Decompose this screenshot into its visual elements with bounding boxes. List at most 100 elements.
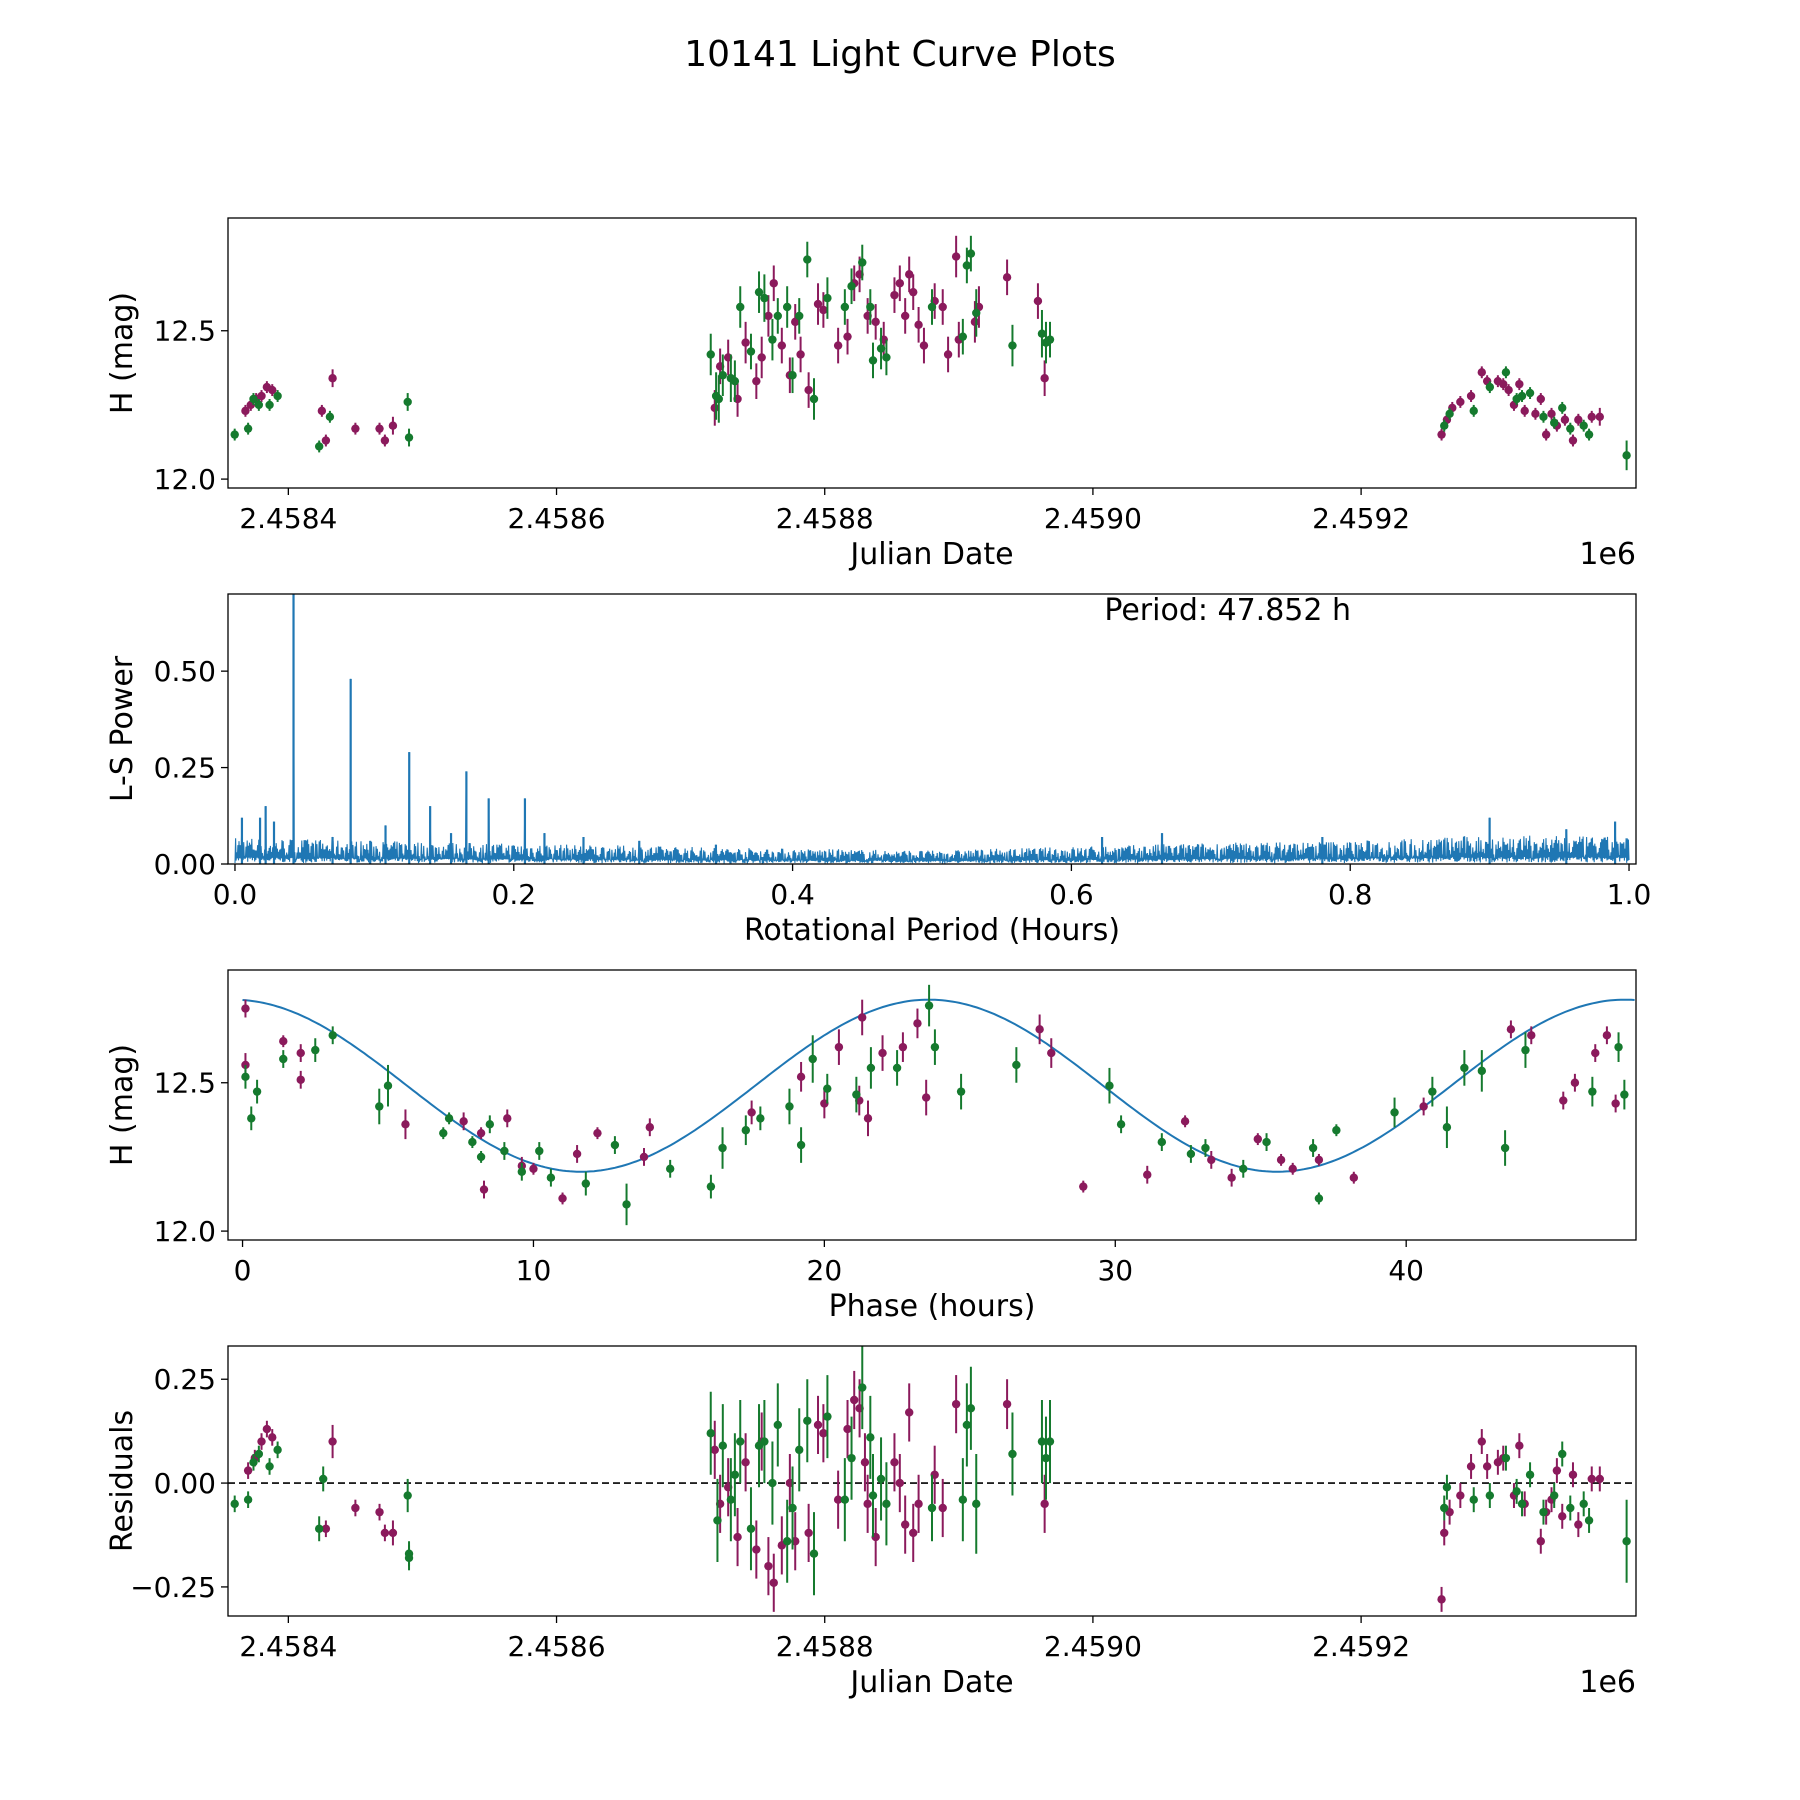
data-point bbox=[388, 1528, 398, 1538]
x-tick-label: 2.4592 bbox=[1312, 502, 1410, 535]
data-point bbox=[1442, 1123, 1452, 1132]
data-point bbox=[843, 1424, 852, 1434]
data-point bbox=[1442, 1483, 1452, 1492]
data-point bbox=[1584, 1516, 1594, 1525]
data-point bbox=[375, 1102, 384, 1111]
data-point bbox=[752, 1545, 761, 1554]
data-point bbox=[468, 1137, 477, 1147]
data-point bbox=[1040, 1499, 1049, 1509]
data-point bbox=[1560, 415, 1570, 424]
data-point bbox=[503, 1114, 512, 1123]
data-point bbox=[706, 1182, 716, 1191]
data-point bbox=[1504, 385, 1513, 395]
data-point bbox=[833, 341, 843, 350]
data-point bbox=[921, 1093, 931, 1102]
data-point bbox=[962, 1420, 972, 1430]
data-point bbox=[892, 1063, 902, 1073]
y-tick-label: 12.5 bbox=[154, 1067, 216, 1100]
x-tick-label: 2.4588 bbox=[776, 1630, 874, 1663]
data-point bbox=[958, 1495, 968, 1504]
axes-frame bbox=[227, 593, 1637, 865]
data-point bbox=[746, 347, 756, 356]
data-point bbox=[252, 1087, 262, 1096]
data-point bbox=[746, 1524, 756, 1533]
y-tick-label: 0.00 bbox=[154, 848, 216, 881]
data-point bbox=[296, 1075, 305, 1084]
data-point bbox=[1008, 341, 1017, 350]
period-annotation: Period: 47.852 h bbox=[1104, 593, 1351, 628]
data-point bbox=[1033, 296, 1043, 306]
data-point bbox=[905, 1408, 914, 1417]
data-point bbox=[900, 311, 910, 321]
data-point bbox=[757, 353, 766, 362]
y-tick-label: 0.25 bbox=[154, 752, 216, 785]
data-point bbox=[804, 1528, 813, 1538]
x-tick-label: 0.4 bbox=[770, 878, 815, 911]
data-point bbox=[726, 1495, 736, 1504]
data-point bbox=[847, 1453, 856, 1463]
data-point bbox=[403, 1491, 412, 1500]
axis-offset-label: 1e6 bbox=[1579, 1665, 1636, 1700]
x-tick-label: 2.4584 bbox=[239, 502, 337, 535]
data-point bbox=[383, 1081, 393, 1090]
data-point bbox=[1157, 1137, 1167, 1147]
data-point bbox=[1469, 1495, 1478, 1504]
data-point bbox=[1574, 415, 1583, 424]
data-point bbox=[858, 1383, 867, 1392]
data-point bbox=[1587, 1474, 1596, 1484]
data-point bbox=[718, 1441, 728, 1450]
data-point bbox=[860, 1458, 870, 1467]
axis-offset-label: 1e6 bbox=[1579, 537, 1636, 572]
data-point bbox=[1579, 421, 1588, 430]
data-point bbox=[796, 1072, 806, 1082]
data-point bbox=[1440, 1528, 1449, 1538]
data-point bbox=[788, 371, 797, 380]
data-point bbox=[485, 1120, 495, 1129]
data-point bbox=[913, 1019, 922, 1028]
data-point bbox=[951, 1399, 961, 1409]
data-point bbox=[898, 1042, 908, 1052]
data-point bbox=[388, 421, 398, 430]
data-point bbox=[645, 1123, 655, 1132]
data-point bbox=[401, 1120, 410, 1129]
data-point bbox=[878, 1048, 887, 1058]
data-point bbox=[665, 1164, 675, 1173]
data-point bbox=[1558, 1512, 1567, 1521]
axes-frame bbox=[227, 217, 1637, 489]
data-point bbox=[1288, 1164, 1297, 1173]
data-point bbox=[404, 1553, 414, 1563]
data-point bbox=[909, 1528, 918, 1538]
data-point bbox=[747, 1108, 756, 1117]
chart-residuals: 2.4584 2.4586 2.4588 2.4590 2.4592 −0.25 0.00 0… bbox=[105, 1345, 1637, 1700]
data-point bbox=[558, 1194, 567, 1203]
data-point bbox=[1349, 1173, 1359, 1182]
series-magenta bbox=[241, 235, 1604, 447]
data-point bbox=[741, 338, 750, 347]
data-point bbox=[890, 290, 899, 300]
data-point bbox=[782, 302, 792, 312]
data-point bbox=[1520, 406, 1529, 416]
data-point bbox=[847, 282, 856, 291]
data-point bbox=[764, 311, 773, 321]
data-point bbox=[819, 1429, 828, 1438]
data-point bbox=[1440, 421, 1449, 430]
data-point bbox=[1477, 368, 1486, 377]
data-point bbox=[809, 394, 819, 404]
data-point bbox=[909, 287, 918, 297]
data-point bbox=[254, 400, 264, 410]
data-point bbox=[769, 1578, 778, 1587]
data-point bbox=[230, 430, 239, 439]
data-point bbox=[796, 1140, 806, 1150]
data-point bbox=[876, 1474, 886, 1484]
data-point bbox=[500, 1146, 509, 1156]
data-point bbox=[351, 1503, 360, 1513]
data-point bbox=[1012, 1060, 1021, 1070]
data-point bbox=[710, 1445, 719, 1455]
data-point bbox=[273, 391, 282, 401]
data-point bbox=[972, 308, 981, 318]
data-point bbox=[1531, 409, 1540, 419]
plot-area bbox=[228, 1346, 1636, 1612]
data-point bbox=[273, 1445, 282, 1455]
data-point bbox=[1207, 1155, 1216, 1165]
chart-periodogram: 0.0 0.2 0.4 0.6 0.8 1.0 0.00 0.25 0.50 Rotational… bbox=[105, 593, 1651, 948]
